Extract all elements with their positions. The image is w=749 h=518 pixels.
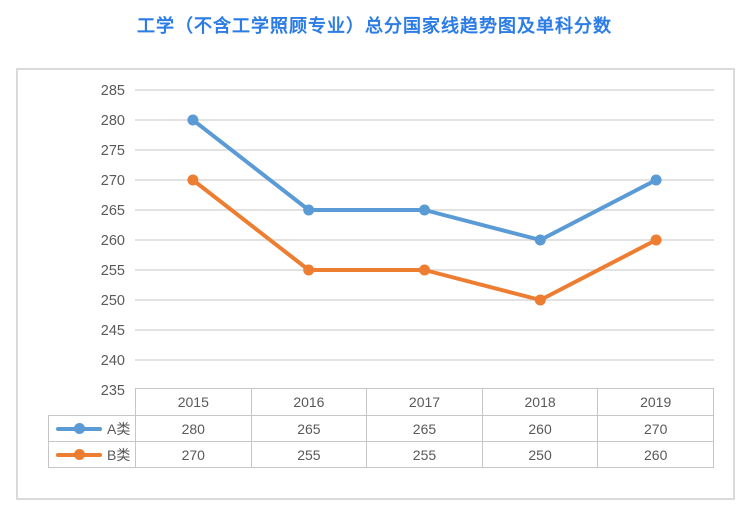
value-cell: 270 <box>597 415 714 442</box>
y-axis-tick-label: 285 <box>101 83 125 99</box>
year-header-cell: 2019 <box>597 388 714 416</box>
data-point-series-1 <box>303 264 315 276</box>
data-point-series-1 <box>650 234 662 246</box>
value-cell: 280 <box>135 415 252 442</box>
legend-item: B类 <box>49 445 135 465</box>
value-cell: 265 <box>250 415 368 442</box>
legend-dot <box>74 449 85 460</box>
legend-item: A类 <box>49 419 135 439</box>
value-cell: 260 <box>481 415 599 442</box>
chart-panel: 285 280 275 270 265 260 255 250 245 240 235 2015 20… <box>16 68 735 500</box>
y-axis-tick-label: 255 <box>101 263 125 279</box>
data-point-series-0 <box>650 174 662 186</box>
legend-cell: B类 <box>48 441 136 468</box>
table-row-series-1: B类 270 255 255 250 260 <box>48 441 714 468</box>
y-axis-tick-label: 250 <box>101 293 125 309</box>
y-axis-tick-label: 280 <box>101 113 125 129</box>
value-cell: 260 <box>597 441 714 468</box>
y-axis-tick-label: 260 <box>101 233 125 249</box>
legend-cell: A类 <box>48 415 136 442</box>
y-axis-tick-label: 270 <box>101 173 125 189</box>
value-cell: 265 <box>366 415 483 442</box>
table-row-series-0: A类 280 265 265 260 270 <box>48 415 714 442</box>
legend-label: A类 <box>107 420 131 437</box>
data-point-series-1 <box>187 174 199 186</box>
year-header-cell: 2016 <box>250 388 368 416</box>
data-point-series-0 <box>187 114 199 126</box>
y-axis-tick-label: 235 <box>101 383 125 399</box>
y-axis-tick-label: 240 <box>101 353 125 369</box>
legend-line-marker-icon <box>56 449 102 460</box>
legend-dot <box>74 423 85 434</box>
line-chart-svg: 285 280 275 270 265 260 255 250 245 240 235 <box>101 83 714 399</box>
data-table-body: 2015 2016 2017 2018 2019 A类 280 265 265 260 270 B类 2… <box>48 388 714 468</box>
y-axis-tick-label: 245 <box>101 323 125 339</box>
value-cell: 255 <box>366 441 483 468</box>
value-cell: 255 <box>250 441 368 468</box>
legend-label: B类 <box>107 446 131 463</box>
data-point-series-1 <box>534 294 546 306</box>
value-cell: 270 <box>135 441 252 468</box>
y-axis-tick-label: 275 <box>101 143 125 159</box>
year-header-cell: 2018 <box>481 388 599 416</box>
page-title: 工学（不含工学照顾专业）总分国家线趋势图及单科分数 <box>137 16 612 36</box>
year-header-cell: 2015 <box>135 388 252 416</box>
data-table: 2015 2016 2017 2018 2019 A类 280 265 265 260 270 B类 2… <box>48 388 714 468</box>
year-header-cell: 2017 <box>366 388 483 416</box>
data-point-series-0 <box>303 204 315 216</box>
legend-line-marker-icon <box>56 423 102 434</box>
y-axis-tick-label: 265 <box>101 203 125 219</box>
data-point-series-0 <box>419 204 430 216</box>
table-corner-cell <box>49 389 136 416</box>
data-point-series-0 <box>534 234 546 246</box>
value-cell: 250 <box>481 441 599 468</box>
table-header-row: 2015 2016 2017 2018 2019 <box>49 388 714 416</box>
data-point-series-1 <box>419 264 430 276</box>
